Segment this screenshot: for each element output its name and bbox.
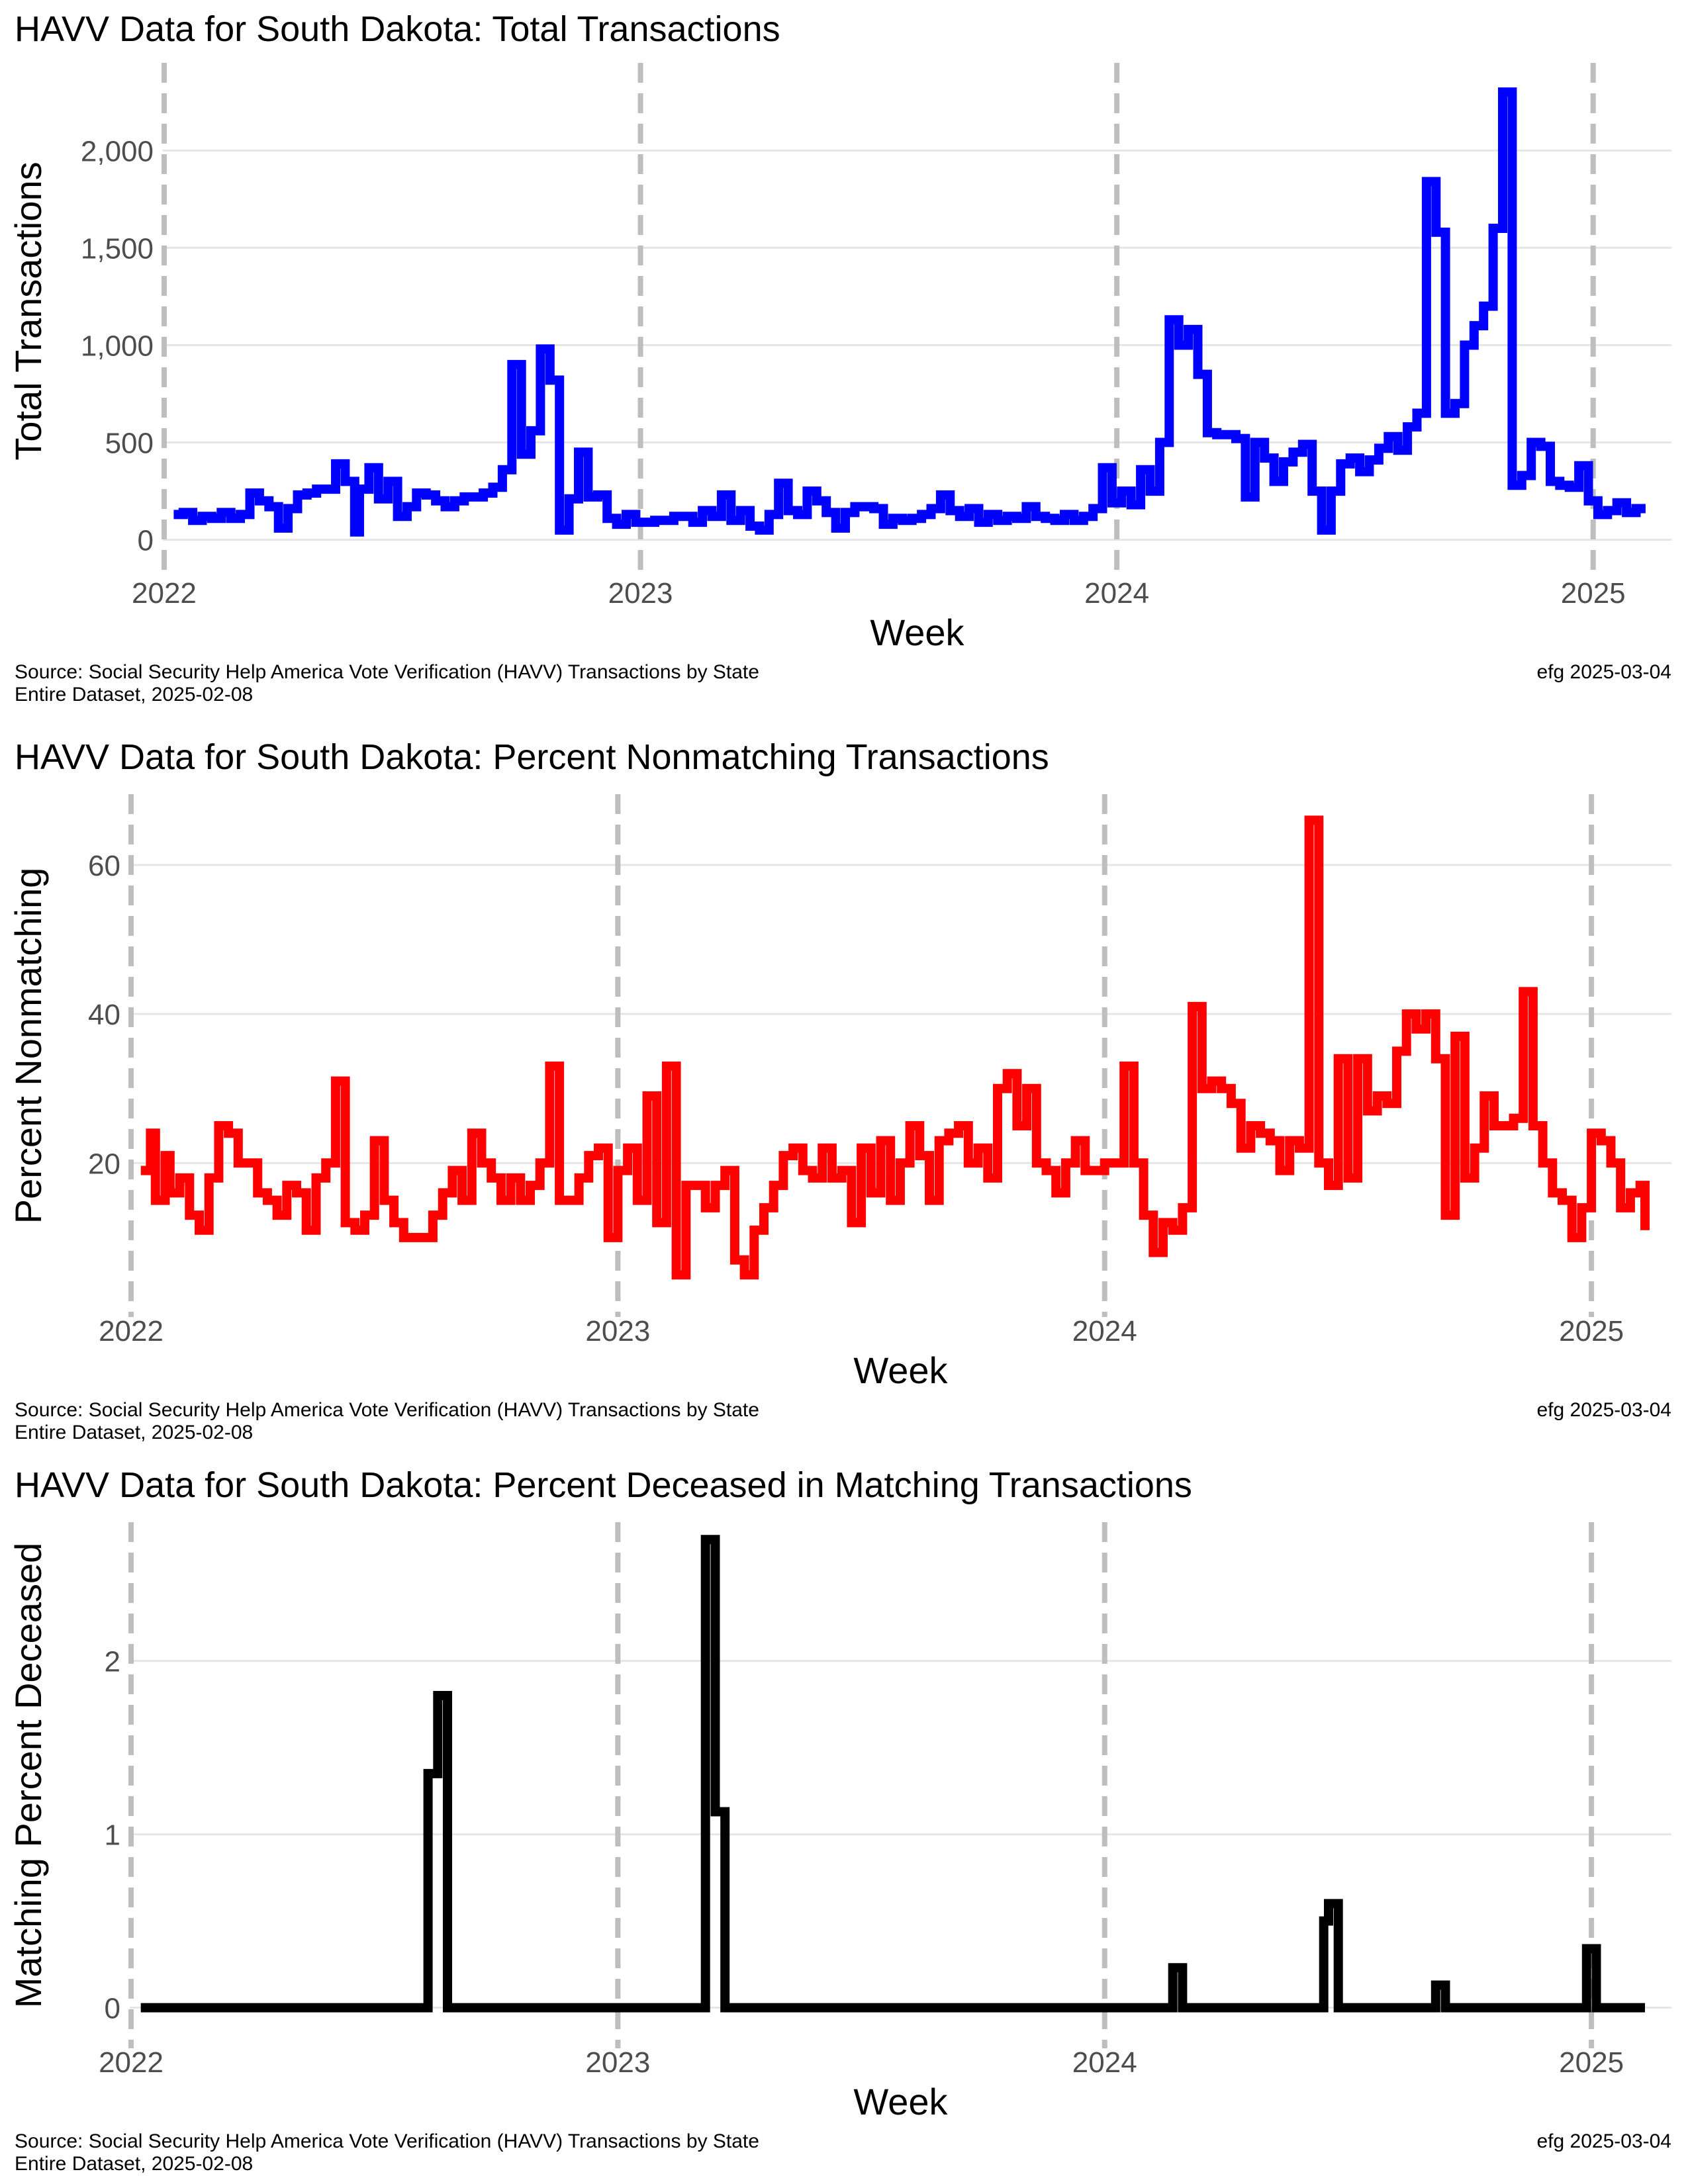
data-series-line xyxy=(140,1535,1645,2013)
source-caption-line1: Source: Social Security Help America Vot… xyxy=(15,1399,759,1421)
source-caption-line1: Source: Social Security Help America Vot… xyxy=(15,661,759,683)
x-tick-label: 2022 xyxy=(99,1315,164,1347)
source-caption-line2: Entire Dataset, 2025-02-08 xyxy=(15,1422,253,1443)
y-tick-label: 2,000 xyxy=(81,135,154,167)
x-tick-label: 2023 xyxy=(585,1315,650,1347)
x-tick-label: 2024 xyxy=(1072,1315,1137,1347)
source-caption-line2: Entire Dataset, 2025-02-08 xyxy=(15,684,253,705)
chart-panel-3: HAVV Data for South Dakota: Percent Dece… xyxy=(7,1465,1671,2175)
chart-panel-1: HAVV Data for South Dakota: Total Transa… xyxy=(7,9,1671,705)
y-tick-label: 0 xyxy=(105,1993,120,2025)
y-tick-label: 1,000 xyxy=(81,330,154,362)
y-tick-label: 1,500 xyxy=(81,232,154,265)
x-tick-label: 2023 xyxy=(608,577,673,610)
x-tick-label: 2024 xyxy=(1084,577,1149,610)
credit-caption: efg 2025-03-04 xyxy=(1537,2130,1672,2152)
x-tick-label: 2022 xyxy=(99,2046,164,2079)
y-tick-label: 1 xyxy=(105,1819,120,1852)
y-tick-label: 40 xyxy=(88,999,120,1031)
data-series-line xyxy=(140,815,1650,1280)
y-tick-label: 60 xyxy=(88,850,120,882)
y-tick-label: 2 xyxy=(105,1646,120,1678)
source-caption-line2: Entire Dataset, 2025-02-08 xyxy=(15,2153,253,2175)
y-tick-label: 500 xyxy=(105,428,154,460)
y-axis-label: Total Transactions xyxy=(7,161,49,460)
x-tick-label: 2024 xyxy=(1072,2046,1137,2079)
y-axis-label: Percent Nonmatching xyxy=(7,868,49,1224)
source-caption-line1: Source: Social Security Help America Vot… xyxy=(15,2130,759,2152)
y-tick-label: 0 xyxy=(138,525,154,557)
x-tick-label: 2025 xyxy=(1559,2046,1624,2079)
y-axis-label: Matching Percent Deceased xyxy=(7,1543,49,2009)
data-series-line xyxy=(173,87,1646,537)
x-axis-label: Week xyxy=(870,612,964,653)
x-axis-label: Week xyxy=(853,2081,948,2122)
x-axis-label: Week xyxy=(853,1349,948,1391)
y-tick-label: 20 xyxy=(88,1148,120,1180)
chart-title: HAVV Data for South Dakota: Percent Dece… xyxy=(15,1465,1192,1505)
credit-caption: efg 2025-03-04 xyxy=(1537,1399,1672,1421)
chart-panel-2: HAVV Data for South Dakota: Percent Nonm… xyxy=(7,737,1671,1443)
x-tick-label: 2025 xyxy=(1561,577,1626,610)
chart-title: HAVV Data for South Dakota: Total Transa… xyxy=(15,9,780,49)
chart-title: HAVV Data for South Dakota: Percent Nonm… xyxy=(15,737,1049,777)
credit-caption: efg 2025-03-04 xyxy=(1537,661,1672,683)
x-tick-label: 2022 xyxy=(132,577,197,610)
x-tick-label: 2025 xyxy=(1559,1315,1624,1347)
x-tick-label: 2023 xyxy=(585,2046,650,2079)
